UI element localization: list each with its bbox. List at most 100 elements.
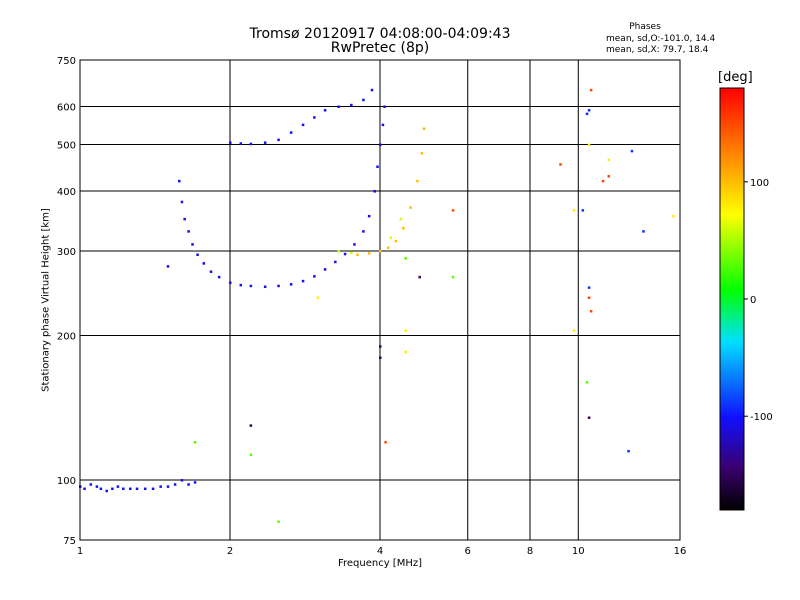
data-point <box>368 252 371 255</box>
data-point <box>250 424 253 427</box>
data-point <box>387 247 390 250</box>
data-point <box>588 297 591 300</box>
data-point <box>136 488 139 491</box>
data-point <box>324 109 327 112</box>
data-point <box>353 243 356 246</box>
data-point <box>421 152 424 155</box>
data-point <box>250 454 253 457</box>
data-point <box>608 175 611 178</box>
data-point <box>264 141 267 144</box>
x-tick-label: 1 <box>77 546 83 557</box>
data-point <box>83 488 86 491</box>
data-point <box>356 254 359 257</box>
data-point <box>379 356 382 359</box>
data-point <box>390 237 393 240</box>
y-tick-label: 75 <box>63 536 76 547</box>
data-point <box>250 143 253 146</box>
data-point <box>210 270 213 273</box>
x-tick-label: 4 <box>377 546 383 557</box>
data-point <box>196 254 199 257</box>
data-point <box>317 297 320 300</box>
data-point <box>672 215 675 218</box>
data-point <box>250 285 253 288</box>
data-point <box>144 488 147 491</box>
data-point <box>452 209 455 212</box>
data-point <box>334 261 337 264</box>
data-point <box>362 230 365 233</box>
data-point <box>129 488 132 491</box>
data-point <box>290 131 293 134</box>
x-tick-label: 16 <box>674 546 687 557</box>
data-point <box>382 124 385 127</box>
data-point <box>404 329 407 332</box>
data-point <box>194 441 197 444</box>
data-point <box>362 99 365 102</box>
data-point <box>452 276 455 279</box>
data-point <box>324 268 327 271</box>
data-points <box>79 89 675 523</box>
data-point <box>167 265 170 268</box>
data-point <box>105 490 108 493</box>
data-point <box>277 520 280 523</box>
data-point <box>400 218 403 221</box>
data-point <box>573 329 576 332</box>
data-point <box>183 218 186 221</box>
data-point <box>559 163 562 166</box>
data-point <box>187 483 190 486</box>
data-point <box>350 104 353 107</box>
axis-ticks: 1 2 4 6 8 10 16 75 100 200 300 400 500 600 750 <box>57 56 686 557</box>
data-point <box>582 209 585 212</box>
data-point <box>302 280 305 283</box>
data-point <box>404 351 407 354</box>
data-point <box>152 488 155 491</box>
data-point <box>313 275 316 278</box>
colorbar-title: [deg] <box>718 70 753 85</box>
data-point <box>100 488 103 491</box>
y-tick-label: 500 <box>57 141 76 152</box>
data-point <box>240 142 243 145</box>
colorbar-tick-label: -100 <box>750 412 773 423</box>
x-tick-label: 6 <box>465 546 471 557</box>
data-point <box>240 284 243 287</box>
data-point <box>627 450 630 453</box>
x-tick-label: 8 <box>527 546 533 557</box>
data-point <box>590 89 593 92</box>
data-point <box>277 139 280 142</box>
colorbar-tick-label: 100 <box>750 178 769 189</box>
data-point <box>416 180 419 183</box>
data-point <box>588 286 591 289</box>
data-point <box>218 276 221 279</box>
y-tick-label: 300 <box>57 247 76 258</box>
colorbar-ticks: 100 0 -100 <box>744 178 773 423</box>
colorbar-tick-label: 0 <box>750 295 756 306</box>
data-point <box>174 483 177 486</box>
data-point <box>379 144 382 147</box>
x-tick-label: 10 <box>572 546 585 557</box>
data-point <box>181 479 184 482</box>
data-point <box>187 230 190 233</box>
data-point <box>181 201 184 204</box>
data-point <box>423 127 426 130</box>
data-point <box>159 485 162 488</box>
data-point <box>203 262 206 265</box>
data-point <box>418 276 421 279</box>
data-point <box>642 230 645 233</box>
data-point <box>178 180 181 183</box>
data-point <box>376 165 379 168</box>
data-point <box>379 345 382 348</box>
data-point <box>602 180 605 183</box>
data-point <box>371 89 374 92</box>
data-point <box>590 310 593 313</box>
data-point <box>588 416 591 419</box>
data-point <box>313 116 316 119</box>
data-point <box>191 243 194 246</box>
ionogram-plot: 1 2 4 6 8 10 1675100200300400500600750 1000-10… <box>0 0 800 600</box>
data-point <box>229 281 232 284</box>
y-tick-label: 200 <box>57 332 76 343</box>
x-tick-label: 2 <box>227 546 233 557</box>
y-tick-label: 400 <box>57 187 76 198</box>
data-point <box>402 227 405 230</box>
data-point <box>586 113 589 116</box>
data-point <box>344 253 347 256</box>
data-point <box>379 250 382 253</box>
